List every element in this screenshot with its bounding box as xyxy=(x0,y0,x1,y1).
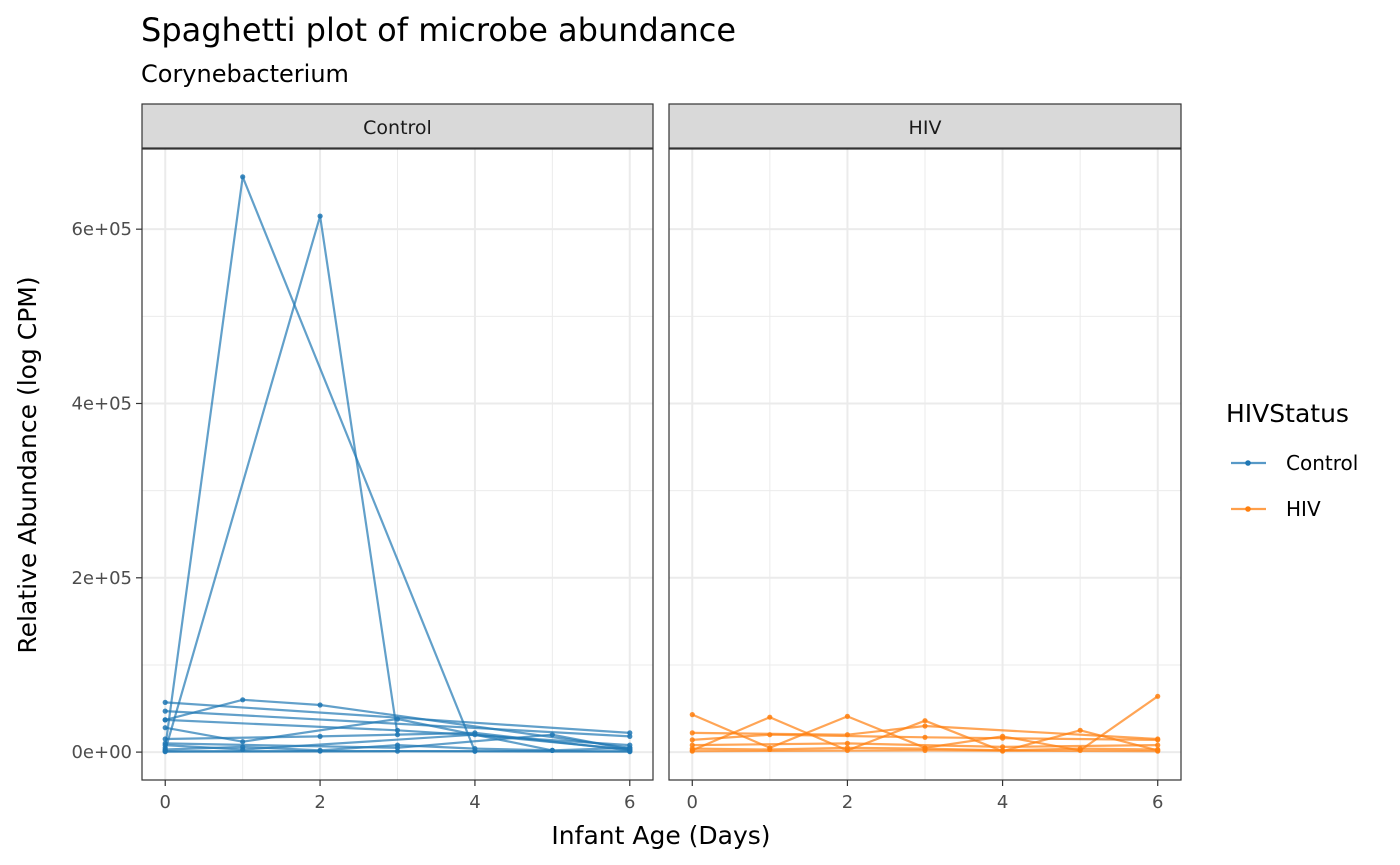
legend-item-hiv: HIV xyxy=(1231,497,1321,521)
data-point xyxy=(922,723,928,729)
data-point xyxy=(240,174,246,180)
data-point xyxy=(689,737,695,743)
data-point xyxy=(317,213,323,219)
facet-strip-label: Control xyxy=(363,117,432,139)
data-point xyxy=(162,717,168,723)
data-point xyxy=(844,740,851,747)
data-point xyxy=(767,732,773,738)
x-tick-label: 0 xyxy=(687,792,698,813)
data-point xyxy=(1155,737,1161,743)
data-point xyxy=(162,708,168,714)
y-tick-label: 6e+05 xyxy=(71,219,132,240)
series-group xyxy=(689,693,1161,754)
data-point xyxy=(627,733,633,740)
x-tick-label: 0 xyxy=(160,792,171,813)
data-point xyxy=(1077,727,1083,733)
data-point xyxy=(1155,693,1161,699)
facet-strip xyxy=(668,103,1182,149)
data-point xyxy=(240,739,246,745)
data-point xyxy=(922,747,928,754)
chart-title: Spaghetti plot of microbe abundance xyxy=(141,11,736,49)
gridlines xyxy=(669,149,1181,780)
panel-hiv: HIV 0 2 4 6 xyxy=(668,103,1182,813)
x-tick-label: 2 xyxy=(842,792,853,813)
data-point xyxy=(922,734,928,740)
data-point xyxy=(162,736,168,742)
data-point xyxy=(162,725,168,731)
data-point xyxy=(394,748,401,754)
facet-strip xyxy=(141,103,654,149)
x-tick-label: 4 xyxy=(997,792,1008,813)
data-point xyxy=(689,730,695,736)
legend-key-point xyxy=(1245,460,1251,466)
facet-strip-label: HIV xyxy=(909,117,942,139)
data-point xyxy=(689,712,695,718)
data-point xyxy=(162,742,168,748)
data-point xyxy=(627,749,633,755)
data-point xyxy=(549,732,555,738)
data-point xyxy=(162,699,168,706)
data-point xyxy=(162,749,168,755)
y-axis-label: Relative Abundance (log CPM) xyxy=(13,276,42,653)
panel-control: Control 0 2 4 6 0e+00 2e+05 4e+05 6e+05 xyxy=(71,103,654,813)
series-line xyxy=(165,733,631,751)
series-line xyxy=(164,698,630,749)
panel-border xyxy=(141,148,654,781)
y-tick-label: 2e+05 xyxy=(71,568,132,589)
x-tick-label: 6 xyxy=(624,792,635,813)
legend-key-point xyxy=(1245,506,1251,512)
series-line xyxy=(692,742,1158,749)
data-point xyxy=(317,733,323,740)
legend: HIVStatus Control HIV xyxy=(1226,399,1358,521)
data-point xyxy=(240,697,246,703)
data-point xyxy=(317,702,323,708)
data-point xyxy=(472,732,478,738)
legend-label: HIV xyxy=(1286,497,1321,521)
legend-label: Control xyxy=(1286,451,1358,475)
panel-border xyxy=(668,148,1182,781)
data-point xyxy=(394,716,401,722)
x-tick-label: 6 xyxy=(1152,792,1163,813)
x-tick-label: 2 xyxy=(314,792,325,813)
series-group xyxy=(162,174,633,755)
legend-title: HIVStatus xyxy=(1226,399,1349,428)
data-point xyxy=(689,748,695,754)
data-point xyxy=(394,727,401,733)
data-point xyxy=(1155,742,1161,748)
data-point xyxy=(844,713,851,720)
data-point xyxy=(394,742,401,748)
data-point xyxy=(767,714,773,720)
y-tick-label: 0e+00 xyxy=(71,742,132,763)
x-tick-label: 4 xyxy=(469,792,480,813)
chart-subtitle: Corynebacterium xyxy=(141,60,349,88)
data-point xyxy=(1155,748,1161,754)
y-tick-label: 4e+05 xyxy=(71,393,132,414)
data-point xyxy=(922,718,928,724)
data-point xyxy=(240,744,246,750)
data-point xyxy=(844,745,851,751)
data-point xyxy=(1000,735,1006,741)
x-axis-label: Infant Age (Days) xyxy=(551,821,770,850)
legend-item-control: Control xyxy=(1231,451,1358,475)
